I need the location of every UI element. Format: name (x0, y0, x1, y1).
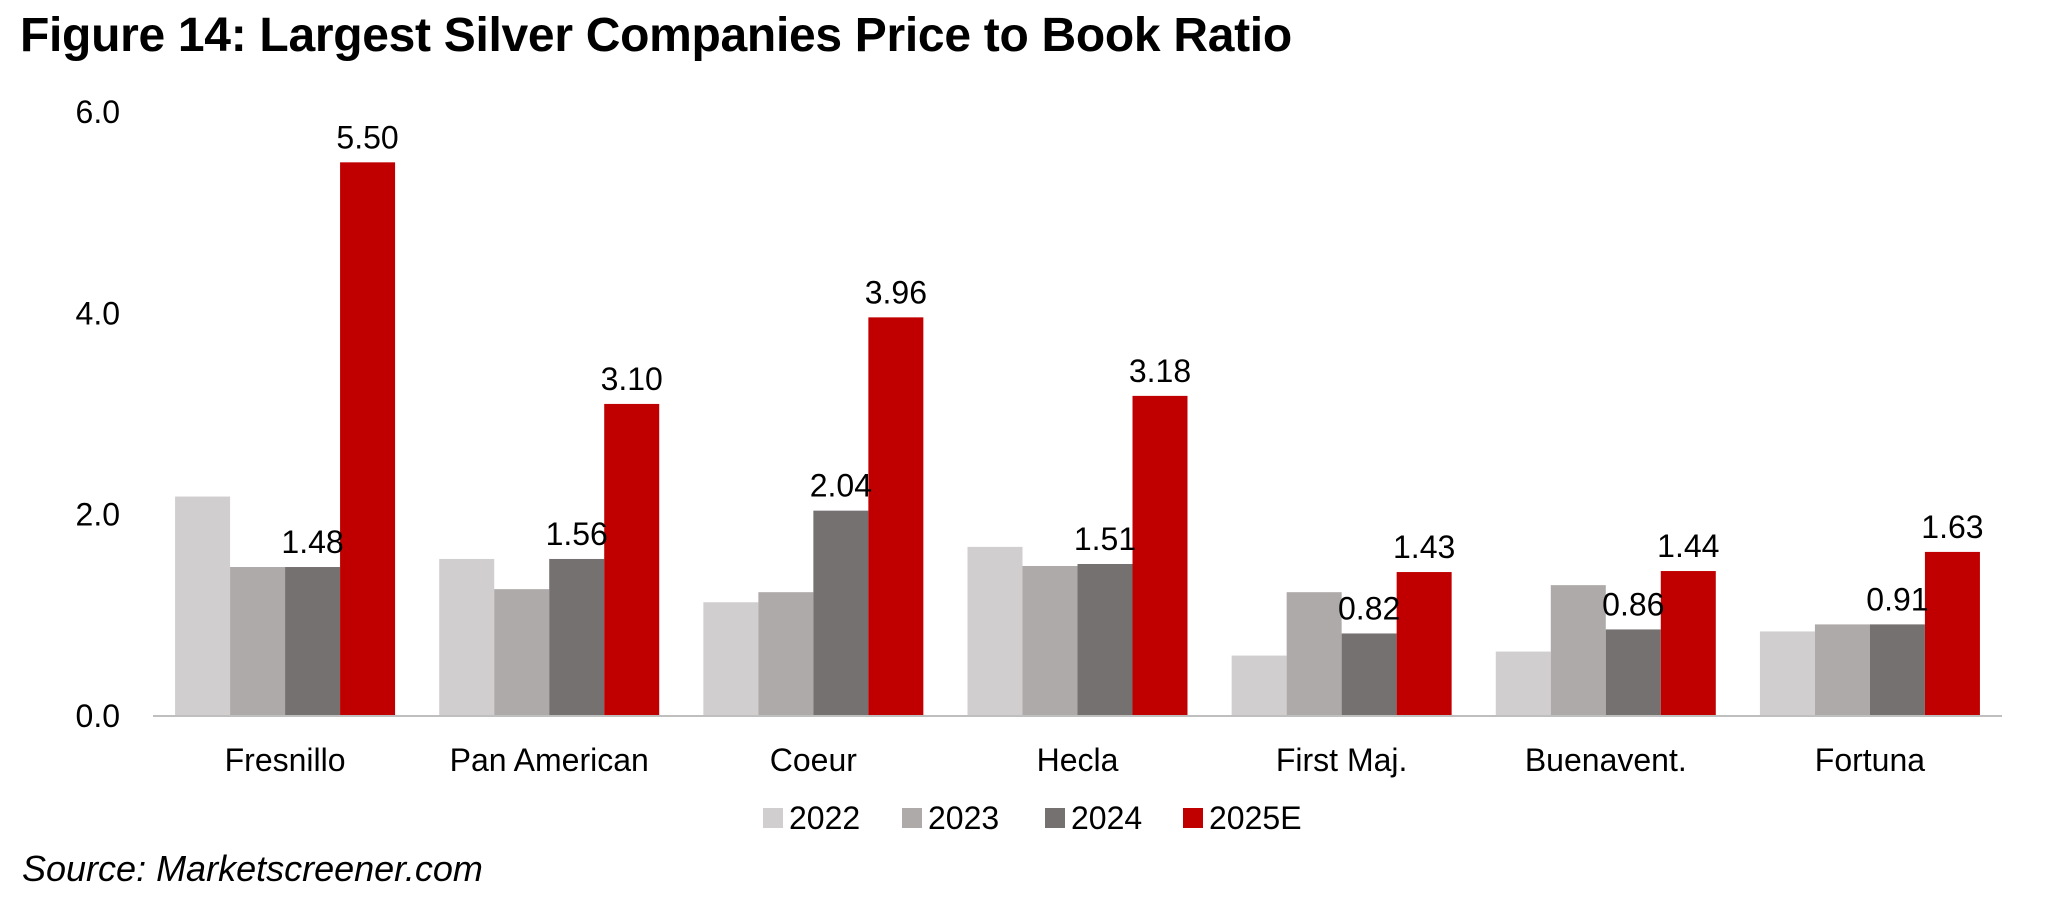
legend-swatch-2023 (902, 808, 922, 828)
bar-2025e (1132, 395, 1188, 716)
bar-2025e (604, 403, 660, 716)
legend-label: 2022 (789, 800, 860, 836)
data-label: 1.44 (1657, 528, 1719, 564)
y-tick-label: 0.0 (76, 698, 120, 734)
y-tick-label: 6.0 (76, 94, 120, 130)
bar-2024 (549, 558, 605, 716)
category-label: First Maj. (1276, 742, 1408, 778)
data-label: 1.43 (1393, 529, 1455, 565)
bar-2025e (868, 317, 924, 716)
bar-2024 (285, 567, 341, 716)
bar-2025e (340, 162, 396, 717)
bar-2022 (1231, 655, 1287, 716)
data-label: 3.18 (1129, 353, 1191, 389)
legend-label: 2024 (1071, 800, 1142, 836)
legend-swatch-2024 (1045, 808, 1065, 828)
legend-swatch-2022 (763, 808, 783, 828)
data-label: 1.63 (1921, 509, 1983, 545)
legend-label: 2023 (928, 800, 999, 836)
category-label: Hecla (1037, 742, 1119, 778)
bar-2025e (1660, 571, 1716, 716)
legend-label: 2025E (1209, 800, 1302, 836)
bar-2022 (439, 558, 495, 716)
y-tick-label: 2.0 (76, 497, 120, 533)
data-label: 1.48 (281, 524, 343, 560)
bar-2022 (1759, 631, 1815, 716)
category-label: Buenavent. (1525, 742, 1687, 778)
bar-2023 (1550, 585, 1606, 716)
bar-2022 (967, 546, 1023, 716)
data-label: 1.56 (546, 516, 608, 552)
bar-2023 (1814, 624, 1870, 716)
bar-2025e (1396, 572, 1452, 716)
bar-2022 (703, 602, 759, 716)
bar-2023 (1022, 566, 1078, 716)
source-note: Source: Marketscreener.com (22, 848, 483, 889)
data-label: 2.04 (810, 468, 872, 504)
category-label: Fortuna (1815, 742, 1925, 778)
data-label: 0.86 (1602, 586, 1664, 622)
bar-2024 (1869, 624, 1925, 716)
bar-2023 (1286, 592, 1342, 716)
category-label: Coeur (770, 742, 858, 778)
bar-2024 (813, 510, 869, 716)
data-label: 5.50 (336, 119, 398, 155)
bar-2025e (1924, 551, 1980, 716)
bar-2022 (1495, 651, 1551, 716)
data-label: 3.10 (601, 361, 663, 397)
bar-2023 (758, 592, 814, 716)
bar-2023 (494, 589, 550, 716)
bar-2023 (230, 567, 286, 716)
data-label: 3.96 (865, 274, 927, 310)
category-label: Pan American (450, 742, 649, 778)
chart-title: Figure 14: Largest Silver Companies Pric… (20, 9, 1292, 62)
bar-2024 (1077, 563, 1133, 716)
category-label: Fresnillo (225, 742, 346, 778)
bar-2024 (1341, 633, 1397, 716)
y-tick-label: 4.0 (76, 295, 120, 331)
data-label: 0.82 (1338, 590, 1400, 626)
bar-2024 (1605, 629, 1661, 716)
bar-2022 (175, 496, 231, 716)
data-label: 0.91 (1866, 581, 1928, 617)
data-label: 1.51 (1074, 521, 1136, 557)
legend-swatch-2025e (1183, 808, 1203, 828)
